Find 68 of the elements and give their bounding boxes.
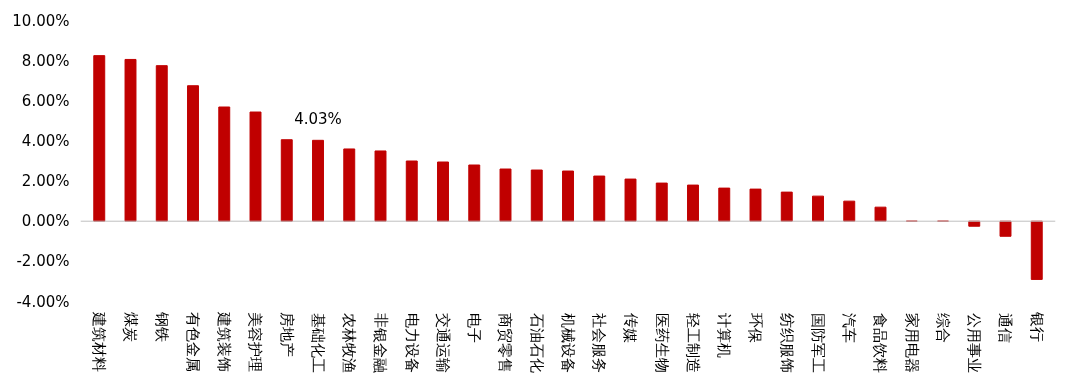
x-tick-label: 纺织服饰 [777,312,796,373]
bar [343,148,356,222]
x-tick-label: 综合 [934,312,952,343]
x-tick-label: 有色金属 [184,312,202,373]
bar [155,65,168,222]
bar [374,150,387,222]
x-tick-label: 电力设备 [402,312,421,373]
x-tick-label: 医药生物 [652,312,671,373]
x-tick-label: 传媒 [621,312,640,343]
bar [218,106,231,222]
y-tick-label: 10.00% [12,11,70,30]
bar [999,220,1012,237]
bar [499,168,512,222]
x-tick-label: 环保 [746,312,765,343]
y-tick-label: 6.00% [21,91,70,110]
bar [749,188,762,222]
bar [843,200,856,222]
data-label: 4.03% [294,110,342,129]
x-tick-label: 通信 [996,312,1015,343]
bar [593,175,606,222]
x-tick-label: 商贸零售 [496,312,515,373]
y-tick-label: 8.00% [21,51,70,70]
bar [312,139,324,222]
x-tick-label: 机械设备 [559,312,577,373]
x-tick-label: 计算机 [715,312,734,358]
bar [280,139,293,222]
x-tick-label: 基础化工 [309,312,327,373]
x-tick-label: 建筑装饰 [215,311,234,373]
x-tick-label: 轻工制造 [684,312,702,373]
bar [124,58,137,222]
bar [874,206,887,222]
x-tick-label: 钢铁 [152,311,171,343]
bar [468,164,481,222]
bar [624,178,637,222]
bar [687,184,699,222]
bar [249,111,262,222]
x-tick-label: 食品饮料 [871,312,890,373]
x-tick-label: 电子 [465,312,484,343]
x-tick-label: 石油石化 [527,312,546,373]
x-tick-label: 国防军工 [809,312,827,373]
y-tick-label: 2.00% [21,172,70,191]
bar [93,55,106,222]
bar [655,182,668,222]
y-tick-label: 0.00% [21,212,70,231]
bar [718,187,731,222]
bar [530,169,543,222]
x-tick-label: 公用事业 [965,312,984,373]
y-tick-label: -4.00% [16,292,70,311]
y-tick-label: -2.00% [16,252,70,271]
x-tick-label: 汽车 [840,312,859,343]
x-tick-label: 家用电器 [902,312,921,373]
x-tick-label: 交通运输 [434,312,452,373]
bar [780,191,793,222]
x-tick-label: 银行 [1027,311,1046,343]
x-tick-label: 建筑材料 [90,311,109,373]
bar [405,160,418,222]
x-tick-label: 农林牧渔 [340,312,359,373]
x-tick-label: 煤炭 [121,312,140,343]
x-tick-label: 非银金融 [371,312,390,373]
y-tick-label: 4.00% [21,131,70,150]
x-tick-label: 美容护理 [246,312,265,373]
bar [812,195,824,222]
bar [437,161,449,222]
bar [187,85,199,222]
bar [1030,220,1043,280]
x-tick-label: 房地产 [277,312,296,358]
bar [562,170,574,222]
x-tick-label: 社会服务 [590,312,609,373]
